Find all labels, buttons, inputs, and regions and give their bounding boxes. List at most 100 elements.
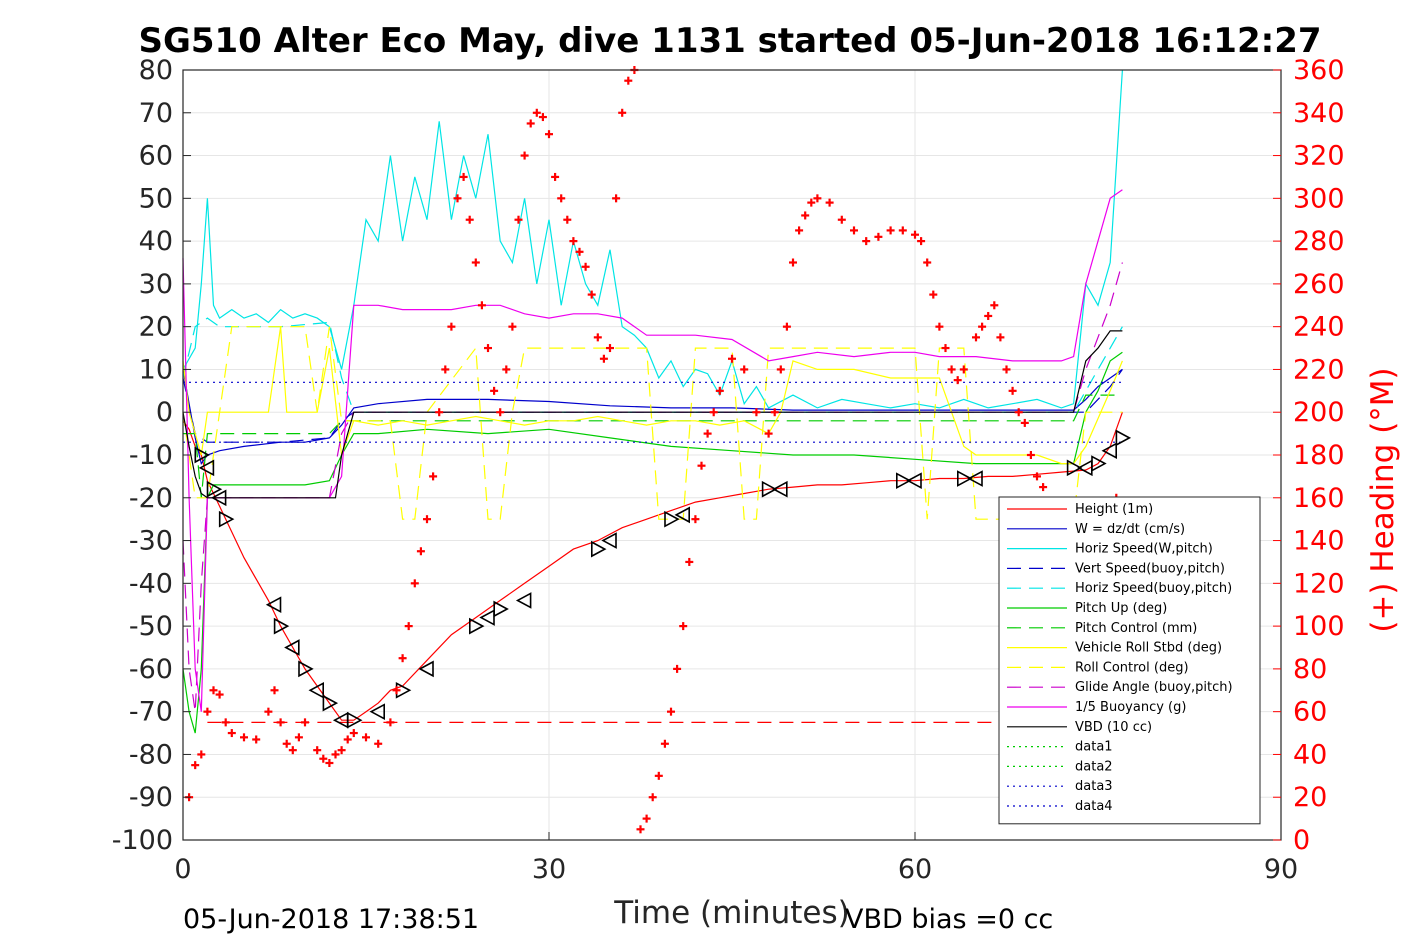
heading-point: [850, 226, 858, 235]
series-line: [182, 326, 1123, 465]
heading-point: [941, 344, 950, 353]
heading-point: [685, 557, 694, 566]
heading-point: [343, 735, 352, 744]
legend-label: Pitch Control (mm): [1075, 621, 1197, 636]
heading-point: [1039, 483, 1048, 492]
heading-point: [532, 108, 541, 117]
triangle-marker: [198, 459, 215, 477]
tick-label-left: -50: [129, 611, 173, 642]
heading-point: [1002, 365, 1011, 374]
heading-point: [435, 408, 444, 417]
heading-point: [514, 215, 523, 224]
tick-label-left: -30: [129, 526, 173, 557]
heading-point: [813, 194, 822, 203]
triangle-marker: [967, 470, 983, 487]
triangle-marker: [284, 639, 300, 656]
triangle-marker: [1091, 455, 1107, 472]
heading-point: [837, 215, 846, 224]
heading-point: [898, 226, 907, 235]
heading-point: [801, 211, 810, 220]
legend-label: Vehicle Roll Stbd (deg): [1075, 641, 1222, 656]
heading-point: [538, 113, 547, 122]
legend-box: [998, 496, 1261, 825]
legend-label: 1/5 Buoyancy (g): [1075, 700, 1186, 715]
legend-label: Glide Angle (buoy,pitch): [1075, 680, 1233, 695]
heading-point: [703, 429, 712, 438]
heading-point: [520, 151, 529, 160]
heading-point: [660, 739, 669, 748]
heading-point: [782, 322, 791, 331]
heading-point: [288, 746, 297, 755]
heading-point: [429, 472, 438, 481]
legend-label: data4: [1075, 799, 1113, 814]
tick-label-left: -100: [112, 825, 173, 856]
heading-point: [545, 130, 553, 139]
legend-label: Pitch Up (deg): [1075, 601, 1167, 616]
heading-point: [947, 365, 956, 374]
heading-point: [502, 365, 511, 374]
tick-label-left: -60: [129, 654, 173, 685]
tick-label-right: 160: [1293, 483, 1345, 514]
heading-point: [349, 729, 358, 738]
heading-point: [441, 365, 450, 374]
triangle-marker: [895, 472, 912, 490]
heading-point: [331, 750, 340, 759]
heading-point: [740, 365, 749, 374]
triangle-marker: [218, 510, 235, 528]
tick-label-left: -20: [129, 483, 173, 514]
triangle-marker: [1101, 442, 1117, 460]
series-line: [182, 326, 1123, 520]
tick-label-right: 0: [1293, 825, 1310, 856]
heading-point: [1008, 386, 1017, 395]
heading-point: [386, 718, 395, 727]
triangle-marker: [493, 600, 509, 618]
triangle-marker: [468, 617, 485, 635]
heading-point: [191, 761, 200, 770]
tick-label-left: -90: [129, 782, 173, 813]
heading-point: [362, 733, 370, 742]
heading-point: [557, 194, 566, 203]
tick-label-right: 280: [1293, 226, 1345, 257]
heading-point: [752, 408, 761, 417]
triangle-marker: [273, 617, 290, 635]
series-line: [182, 368, 1123, 466]
heading-point: [404, 622, 413, 631]
tick-label-right: 180: [1293, 440, 1345, 471]
tick-label-left: 0: [156, 397, 173, 428]
heading-point: [648, 793, 657, 802]
heading-point: [392, 686, 401, 695]
tick-label-right: 260: [1293, 269, 1345, 300]
triangle-marker: [418, 660, 434, 678]
heading-point: [996, 333, 1005, 342]
tick-label-left: 80: [139, 55, 173, 86]
heading-point: [319, 754, 328, 763]
tick-label-left: 20: [139, 312, 173, 343]
heading-point: [935, 322, 944, 331]
legend-label: W = dz/dt (cm/s): [1075, 522, 1185, 537]
tick-label-right: 340: [1293, 98, 1345, 129]
series-line: [182, 317, 1123, 413]
heading-point: [874, 232, 883, 241]
heading-point: [636, 825, 645, 834]
tick-label-left: 30: [139, 269, 173, 300]
heading-point: [221, 718, 230, 727]
triangle-marker: [346, 711, 363, 729]
tick-label-x: 90: [1264, 854, 1298, 885]
heading-point: [911, 230, 919, 239]
triangle-marker: [206, 480, 223, 498]
heading-point: [789, 258, 797, 267]
heading-point: [886, 226, 895, 235]
heading-point: [984, 311, 993, 320]
heading-point: [654, 771, 663, 780]
triangle-marker: [369, 703, 386, 721]
tick-label-right: 200: [1293, 397, 1345, 428]
tick-label-left: 50: [139, 183, 173, 214]
heading-point: [398, 654, 407, 663]
heading-point: [599, 354, 608, 363]
tick-label-right: 240: [1293, 312, 1345, 343]
tick-label-right: 40: [1293, 739, 1327, 770]
heading-point: [606, 344, 614, 353]
heading-point: [618, 108, 627, 117]
heading-point: [459, 172, 468, 181]
footer-timestamp: 05-Jun-2018 17:38:51: [183, 904, 479, 935]
